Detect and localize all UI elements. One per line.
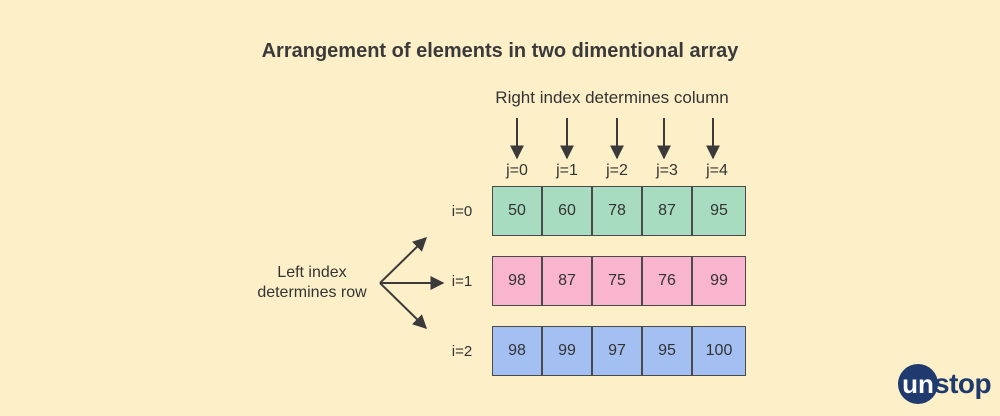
array-cell-0-0: 50 — [492, 186, 542, 236]
column-index-caption: Right index determines column — [495, 88, 729, 107]
column-label-4: j=4 — [706, 162, 728, 179]
array-cell-1-0: 98 — [492, 256, 542, 306]
array-cell-1-3: 76 — [642, 256, 692, 306]
array-cell-2-3: 95 — [642, 326, 692, 376]
array-cell-1-4: 99 — [692, 256, 746, 306]
row-label-0: i=0 — [451, 203, 473, 220]
array-cell-1-1: 87 — [542, 256, 592, 306]
row-index-caption: Left index determines row — [232, 263, 392, 303]
column-label-1: j=1 — [556, 162, 578, 179]
array-cell-1-2: 75 — [592, 256, 642, 306]
row-arrow-up — [379, 237, 428, 284]
logo-circle: un — [898, 364, 938, 404]
row-caption-line-2: determines row — [257, 284, 367, 301]
diagram-title: Arrangement of elements in two dimention… — [261, 40, 739, 62]
unstop-logo: un stop — [898, 364, 992, 404]
column-label-2: j=2 — [606, 162, 628, 179]
array-cell-0-2: 78 — [592, 186, 642, 236]
array-cell-2-2: 97 — [592, 326, 642, 376]
row-caption-line-1: Left index — [277, 264, 347, 281]
row-label-2: i=2 — [451, 343, 473, 360]
column-label-3: j=3 — [656, 162, 678, 179]
array-cell-0-1: 60 — [542, 186, 592, 236]
row-label-1: i=1 — [451, 273, 473, 290]
array-cell-0-4: 95 — [692, 186, 746, 236]
logo-wordmark: stop — [934, 368, 992, 399]
array-cell-2-4: 100 — [692, 326, 746, 376]
row-arrow-down — [379, 282, 428, 329]
array-cell-2-0: 98 — [492, 326, 542, 376]
array-cell-2-1: 99 — [542, 326, 592, 376]
array-cell-0-3: 87 — [642, 186, 692, 236]
column-label-0: j=0 — [506, 162, 528, 179]
